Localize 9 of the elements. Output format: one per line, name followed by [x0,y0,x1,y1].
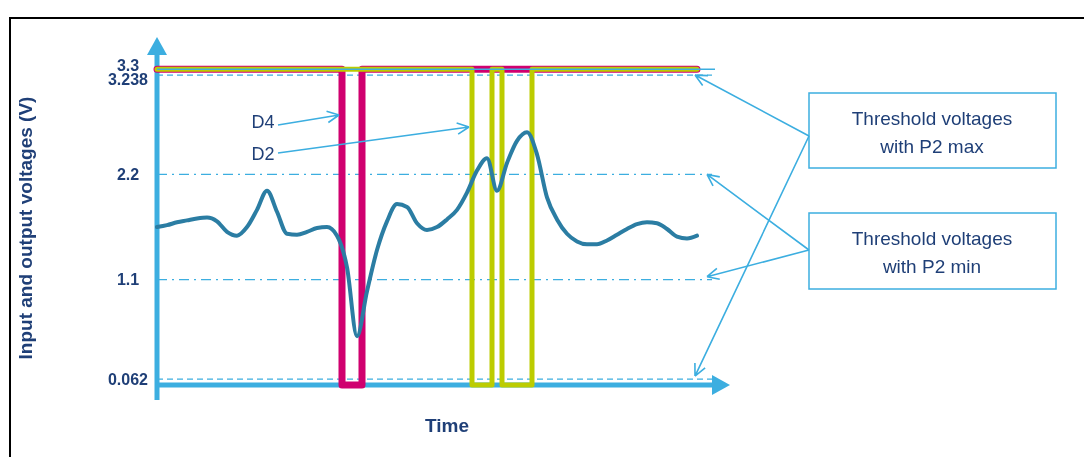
text: D4 [251,112,275,133]
y-tick-label: 0.062 [107,370,149,388]
x-axis-title: Time [424,415,470,436]
y-axis-title: Input and output voltages (V) [15,96,36,360]
y-tick-label: 2.2 [116,166,140,184]
y-tick-label: 1.1 [116,271,140,289]
text: D2 [251,144,275,165]
text: Threshold voltages with P2 min [851,227,1013,277]
text: Threshold voltages with P2 max [851,107,1013,157]
